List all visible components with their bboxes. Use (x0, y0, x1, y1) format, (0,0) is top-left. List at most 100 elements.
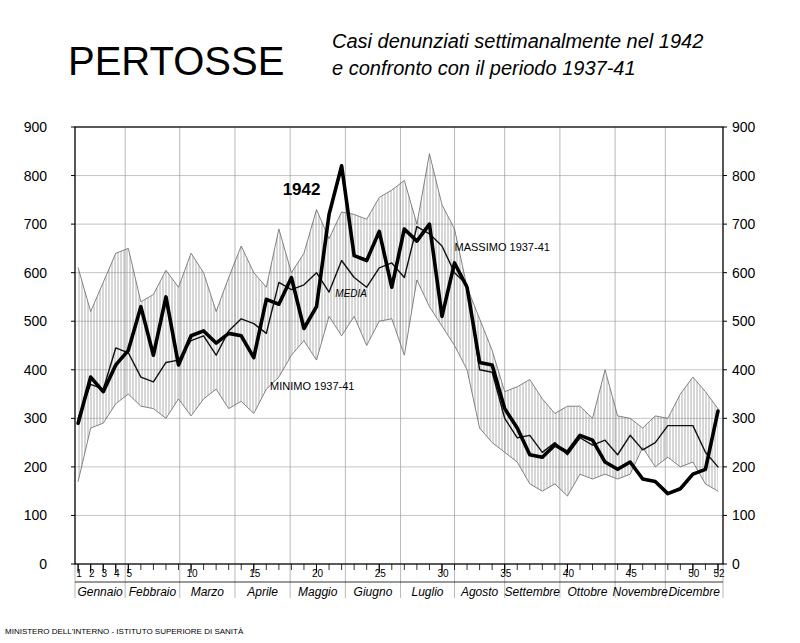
x-week-tick (416, 564, 417, 570)
x-week-tick (153, 564, 154, 570)
x-week-tick (341, 564, 342, 570)
month-label: Ottobre (567, 585, 607, 599)
x-week-tick (203, 564, 204, 570)
x-week-tick (542, 564, 543, 570)
x-week-tick (605, 564, 606, 570)
month-label: Novembre (613, 585, 669, 599)
x-tick-label: 4 (114, 568, 120, 579)
grid (75, 127, 723, 598)
x-tick-label: 50 (688, 568, 700, 579)
x-week-tick (429, 564, 430, 570)
x-tick-label: 35 (500, 568, 512, 579)
y-tick-label: 400 (24, 362, 48, 378)
annotation: 1942 (283, 180, 321, 199)
y2-tick-label: 900 (732, 119, 756, 135)
x-tick-label: 5 (127, 568, 133, 579)
annotations: 1942 MEDIA MASSIMO 1937-41 MINIMO 1937-41 (270, 180, 550, 392)
x-week-tick (667, 564, 668, 570)
title: PERTOSSE (68, 39, 284, 83)
grid-line-month (454, 127, 455, 598)
x-week-tick (655, 564, 656, 570)
x-tick-label: 45 (626, 568, 638, 579)
x-tick-label: 20 (312, 568, 324, 579)
y2-tick-label: 700 (732, 216, 756, 232)
plot-frame (75, 127, 723, 564)
x-week-tick (303, 564, 304, 570)
x-week-tick (404, 564, 405, 570)
y2-tick-label: 200 (732, 459, 756, 475)
grid-line-month (615, 127, 616, 598)
x-tick-label: 52 (713, 568, 725, 579)
x-week-tick (329, 564, 330, 570)
y-tick-label: 800 (24, 168, 48, 184)
x-week-tick (228, 564, 229, 570)
annotation: MASSIMO 1937-41 (455, 241, 550, 253)
month-label: Luglio (412, 585, 444, 599)
x-week-tick (592, 564, 593, 570)
month-label: Settembre (505, 585, 561, 599)
x-week-tick (354, 564, 355, 570)
y-tick-label: 200 (24, 459, 48, 475)
grid-line-month (559, 127, 560, 598)
annotation: MEDIA (335, 288, 367, 299)
footer: MINISTERO DELL'INTERNO - ISTITUTO SUPERI… (5, 627, 244, 636)
x-week-tick (579, 564, 580, 570)
month-label: Agosto (460, 585, 499, 599)
grid-line-y (75, 175, 723, 176)
x-week-tick (479, 564, 480, 570)
range-band (78, 154, 718, 496)
grid-line-month (504, 127, 505, 598)
x-axis: 1234510152025303540455052GennaioFebbraio… (75, 564, 725, 599)
x-week-tick (366, 564, 367, 570)
x-tick-label: 40 (563, 568, 575, 579)
subtitle: Casi denunziati settimanalmente nel 1942 (332, 30, 703, 52)
y-tick-label: 500 (24, 313, 48, 329)
month-label: Gennaio (77, 585, 123, 599)
annotation: MINIMO 1937-41 (270, 380, 354, 392)
x-week-tick (165, 564, 166, 570)
x-week-tick (554, 564, 555, 570)
month-label: Maggio (298, 585, 338, 599)
x-week-tick (467, 564, 468, 570)
x-week-tick (705, 564, 706, 570)
band-line (78, 280, 718, 496)
y-tick-label: 600 (24, 265, 48, 281)
month-label: Dicembre (668, 585, 720, 599)
y2-tick-label: 0 (732, 556, 740, 572)
y-tick-label: 0 (39, 556, 47, 572)
x-week-tick (391, 564, 392, 570)
x-tick-label: 2 (89, 568, 95, 579)
x-week-tick (266, 564, 267, 570)
grid-line-month (665, 127, 666, 598)
x-tick-label: 25 (375, 568, 387, 579)
month-label: Giugno (354, 585, 393, 599)
y2-tick-label: 400 (732, 362, 756, 378)
x-tick-label: 30 (437, 568, 449, 579)
x-week-tick (517, 564, 518, 570)
y-tick-label: 100 (24, 507, 48, 523)
month-label: Febbraio (129, 585, 177, 599)
y2-tick-label: 600 (732, 265, 756, 281)
series-line (78, 166, 718, 494)
x-week-tick (492, 564, 493, 570)
y2-tick-label: 100 (732, 507, 756, 523)
y-axis: 0100200300400500600700800900 (24, 119, 75, 572)
month-label: Marzo (191, 585, 225, 599)
y2-tick-label: 500 (732, 313, 756, 329)
chart-container: PERTOSSE Casi denunziati settimanalmente … (0, 0, 800, 643)
y-tick-label: 700 (24, 216, 48, 232)
x-week-tick (178, 564, 179, 570)
x-week-tick (291, 564, 292, 570)
x-week-tick (680, 564, 681, 570)
y2-tick-label: 800 (732, 168, 756, 184)
month-baseline (75, 582, 723, 583)
x-tick-label: 1 (76, 568, 82, 579)
band-line (78, 154, 718, 428)
month-label: Aprile (246, 585, 278, 599)
y2-axis: 0100200300400500600700800900 (723, 119, 756, 572)
x-tick-label: 15 (249, 568, 261, 579)
x-tick-label: 10 (186, 568, 198, 579)
x-week-tick (454, 564, 455, 570)
chart-svg: PERTOSSE Casi denunziati settimanalmente … (0, 0, 800, 643)
subtitle: e confronto con il periodo 1937-41 (332, 57, 636, 79)
